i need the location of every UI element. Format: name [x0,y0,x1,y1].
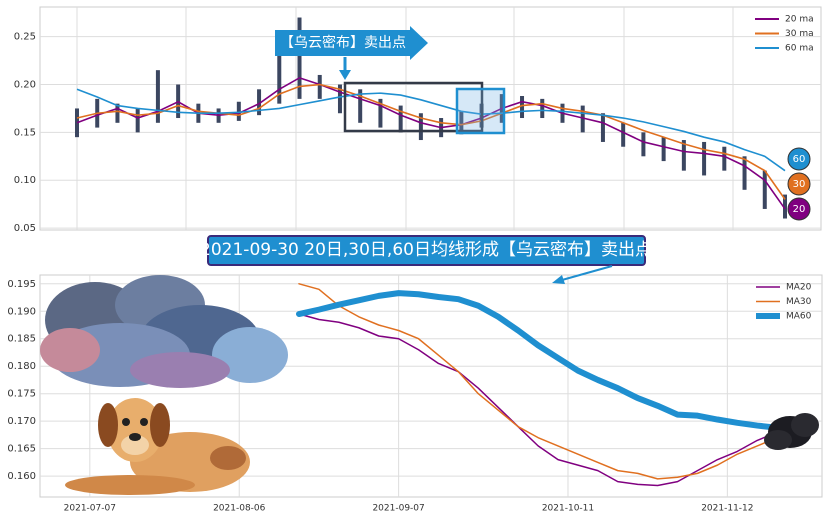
ma-line [298,313,778,487]
ma-line [76,76,786,210]
dog-illustration [65,398,250,495]
candle [378,98,383,128]
legend-label: MA30 [786,297,812,307]
candle [398,105,403,133]
candle [661,137,666,162]
end-badge [787,172,811,196]
legend-label: 20 ma [785,15,814,25]
end-badge [787,147,811,171]
candle [621,122,626,147]
chart-layer: 0.05 0.10 0.15 0.20 0.25 60 30 20 20 ma 30 ma 60 m… [7,15,822,514]
end-badge-label: 30 [793,179,806,190]
y-tick-label: 0.180 [7,361,36,372]
highlight-box [455,87,506,135]
y-tick-label: 0.170 [7,416,36,427]
candle [277,55,282,104]
y-tick-label: 0.10 [14,175,36,186]
x-tick-label: 2021-11-12 [701,504,753,514]
banner-pointer [561,265,613,281]
storm-cloud [764,413,819,450]
x-tick-label: 2021-10-11 [542,504,594,514]
candle [155,70,160,123]
x-tick-label: 2021-09-07 [372,504,424,514]
candle [783,194,787,219]
x-tick-label: 2021-07-07 [64,504,116,514]
candle [722,146,727,171]
pointer-head [339,70,351,80]
y-tick-label: 0.20 [14,80,36,91]
candle [337,84,342,114]
ma-line [76,88,786,172]
ma-line [296,290,781,431]
x-tick-label: 2021-08-06 [213,504,266,514]
candle [459,111,464,135]
y-tick-label: 0.15 [14,127,36,138]
y-tick-label: 0.175 [7,389,36,400]
annotation-text: 【乌云密布】卖出点 [280,34,406,51]
highlight-box [343,81,484,133]
candle [540,98,545,119]
candle [641,132,646,157]
candle [418,113,423,141]
candle [600,113,605,142]
candle [702,141,707,176]
end-badge-label: 20 [793,204,806,215]
candle [762,170,767,209]
annotation-arrow [275,26,428,60]
top-vertical-grid [76,7,734,230]
end-badge [787,197,811,221]
candle [236,101,241,121]
y-tick-label: 0.195 [7,279,36,290]
legend-label: MA60 [786,312,812,322]
y-tick-label: 0.165 [7,444,36,455]
candle [742,156,747,190]
legend-label: 30 ma [785,29,814,39]
end-badge-label: 60 [793,154,806,165]
ma-line [76,83,786,200]
banner-pointer-head [552,275,565,284]
candle [135,108,140,133]
candle [358,89,363,123]
candle [257,89,262,116]
top-plot-frame [39,6,822,231]
y-tick-label: 0.05 [14,223,36,234]
candle [115,103,120,123]
candle [297,17,302,99]
banner [207,235,646,266]
legend-label: MA20 [786,283,812,293]
cloud-illustration [40,275,288,388]
ma-line [298,283,778,480]
y-tick-label: 0.190 [7,306,36,317]
y-tick-label: 0.160 [7,471,36,482]
y-tick-label: 0.25 [14,32,36,43]
banner-title: 2021-09-30 20日,30日,60日均线形成【乌云密布】卖出点 [200,240,652,260]
candle [317,74,322,99]
candle [580,105,585,133]
y-tick-label: 0.185 [7,334,36,345]
legend-label: 60 ma [785,44,814,54]
candle [681,140,686,171]
candle [520,96,525,119]
